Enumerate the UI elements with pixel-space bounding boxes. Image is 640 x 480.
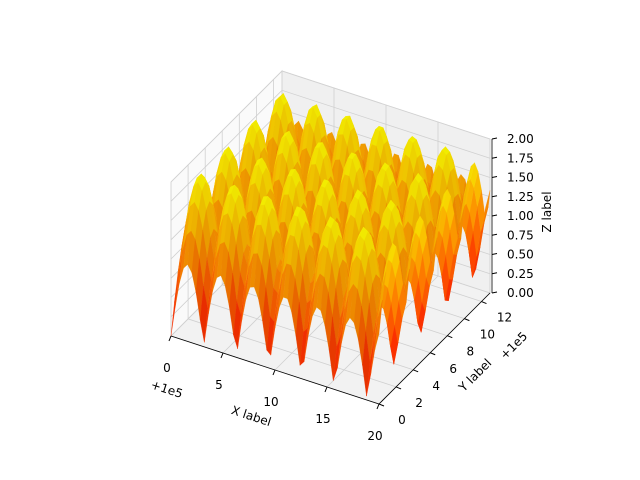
y-tick	[481, 301, 487, 305]
x-tick-label: 0	[163, 361, 171, 375]
z-tick-label: 2.00	[507, 132, 534, 146]
x-tick-label: 15	[315, 412, 330, 426]
z-tick	[491, 233, 498, 236]
z-tick	[491, 291, 498, 294]
x-tick-label: 20	[367, 429, 382, 443]
surface	[170, 93, 491, 397]
surface-facet	[374, 300, 383, 351]
tick-labels: 051015200246810120.000.250.500.751.001.2…	[163, 132, 534, 443]
y-tick-label: 10	[480, 328, 495, 342]
z-tick	[491, 253, 498, 255]
z-tick-label: 0.00	[507, 286, 534, 300]
z-tick-label: 1.25	[507, 190, 534, 204]
z-tick-label: 0.50	[507, 248, 534, 262]
x-tick	[168, 335, 172, 342]
x-tick	[220, 352, 224, 359]
y-tick	[464, 318, 470, 322]
y-tick	[412, 369, 419, 373]
z-grid-line	[170, 89, 491, 202]
x-offset-text: +1e5	[149, 378, 184, 401]
x-tick	[324, 386, 328, 393]
z-tick	[491, 156, 498, 159]
y-tick-label: 0	[398, 413, 406, 427]
x-tick-label: 10	[263, 395, 278, 409]
z-tick-label: 0.25	[507, 267, 534, 281]
z-tick	[491, 214, 498, 217]
z-tick	[491, 176, 498, 178]
y-tick	[447, 335, 453, 339]
z-grid-line	[170, 70, 491, 183]
z-tick	[491, 137, 498, 140]
y-axis-line	[378, 292, 491, 405]
y-tick-label: 12	[497, 311, 512, 325]
x-tick-label: 5	[215, 378, 223, 392]
x-tick	[376, 403, 380, 410]
x-tick	[272, 369, 276, 376]
y-tick	[430, 352, 436, 356]
z-tick	[491, 272, 498, 275]
y-tick	[395, 386, 402, 390]
z-axis-label: Z label	[540, 191, 554, 232]
y-tick-label: 8	[466, 345, 474, 359]
z-tick	[491, 195, 498, 198]
z-tick-label: 0.75	[507, 228, 534, 242]
y-axis-label: Y label	[455, 356, 494, 395]
y-tick-label: 2	[415, 396, 423, 410]
y-tick-label: 4	[432, 379, 440, 393]
z-tick-label: 1.00	[507, 209, 534, 223]
axis-lines	[168, 137, 498, 410]
y-tick	[378, 403, 385, 407]
z-tick-label: 1.75	[507, 151, 534, 165]
y-tick-label: 6	[449, 362, 457, 376]
y-offset-text: +1e5	[497, 329, 530, 362]
z-tick-label: 1.50	[507, 171, 534, 185]
